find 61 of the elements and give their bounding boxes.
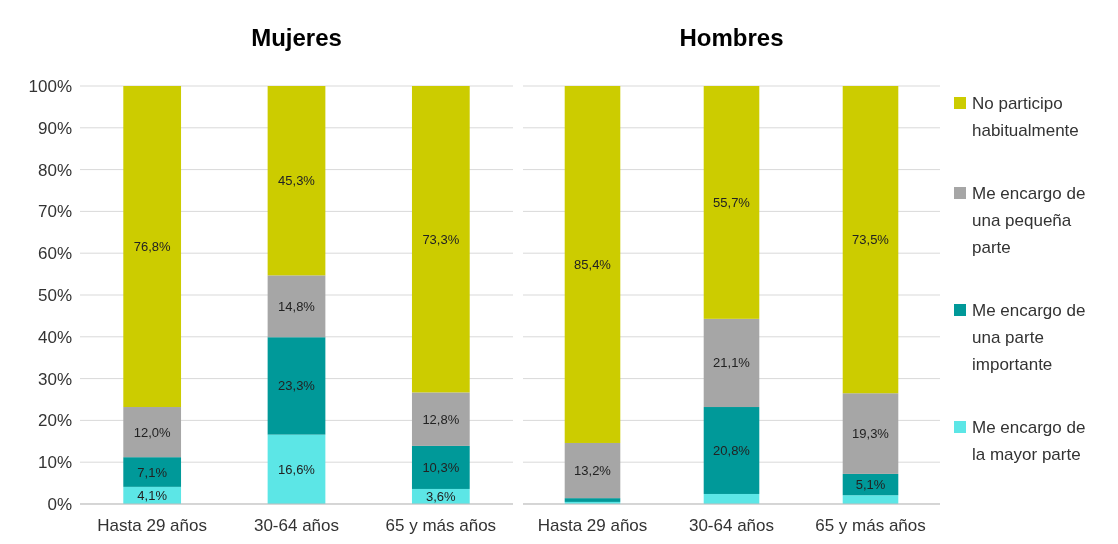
bar: [123, 457, 182, 487]
data-label: 76,8%: [133, 239, 172, 255]
x-tick-label: Hasta 29 años: [537, 516, 648, 535]
data-label: 7,1%: [137, 464, 168, 480]
legend-label: Me encargo de una pequeña parte: [972, 183, 1086, 257]
data-label: 21,1%: [713, 355, 751, 371]
y-tick-label: 0%: [47, 494, 72, 514]
bar: [842, 393, 899, 474]
bar: [267, 337, 326, 435]
data-label: 85,4%: [574, 257, 612, 273]
bar: [703, 86, 760, 319]
bar: [267, 275, 326, 338]
bar: [267, 434, 326, 504]
data-label: 5,1%: [855, 477, 886, 493]
legend-label: Me encargo de la mayor parte: [972, 417, 1086, 464]
y-tick-label: 90%: [37, 118, 72, 138]
x-tick-label: Hasta 29 años: [97, 516, 207, 535]
data-label: 4,1%: [137, 487, 168, 503]
bar: [564, 86, 621, 443]
y-tick-label: 10%: [37, 453, 72, 473]
data-label: 14,8%: [278, 298, 316, 314]
y-tick-label: 30%: [37, 369, 72, 389]
y-tick-label: 70%: [37, 202, 72, 222]
y-tick-label: 40%: [37, 327, 72, 347]
data-label: 12,8%: [422, 411, 460, 427]
bar: [703, 407, 760, 494]
data-label: 12,0%: [133, 424, 172, 440]
bar: [564, 442, 621, 499]
bar: [842, 86, 899, 394]
data-label: 73,5%: [852, 232, 890, 248]
data-label: 23,3%: [278, 378, 316, 394]
legend-label: Me encargo de una parte importante: [972, 300, 1086, 374]
bar: [123, 407, 182, 458]
data-label: 20,8%: [713, 443, 751, 459]
x-tick-label: 65 y más años: [815, 516, 926, 535]
data-label: 16,6%: [278, 461, 316, 477]
data-label: 73,3%: [422, 231, 460, 247]
data-label: 3,6%: [426, 489, 457, 505]
x-tick-label: 30-64 años: [253, 516, 340, 535]
y-tick-label: 60%: [37, 244, 72, 264]
y-tick-label: 50%: [37, 285, 72, 305]
bar: [123, 86, 182, 408]
x-tick-label: 65 y más años: [385, 516, 497, 535]
bar: [411, 392, 470, 446]
y-tick-label: 100%: [28, 76, 72, 96]
bar: [842, 495, 899, 504]
y-tick-label: 20%: [37, 411, 72, 431]
data-label: 55,7%: [713, 194, 751, 210]
bar: [411, 445, 470, 489]
data-label: 10,3%: [422, 459, 460, 475]
y-tick-label: 80%: [37, 160, 72, 180]
bar: [267, 86, 326, 276]
data-label: 19,3%: [852, 426, 890, 442]
chart-title: Hombres: [679, 24, 784, 51]
chart-title: Mujeres: [251, 24, 342, 51]
bar: [411, 86, 470, 393]
x-tick-label: 30-64 años: [688, 516, 775, 535]
bar: [703, 318, 760, 408]
data-label: 13,2%: [574, 463, 612, 479]
data-label: 45,3%: [278, 173, 316, 189]
legend-label: No participo habitualmente: [972, 93, 1079, 140]
